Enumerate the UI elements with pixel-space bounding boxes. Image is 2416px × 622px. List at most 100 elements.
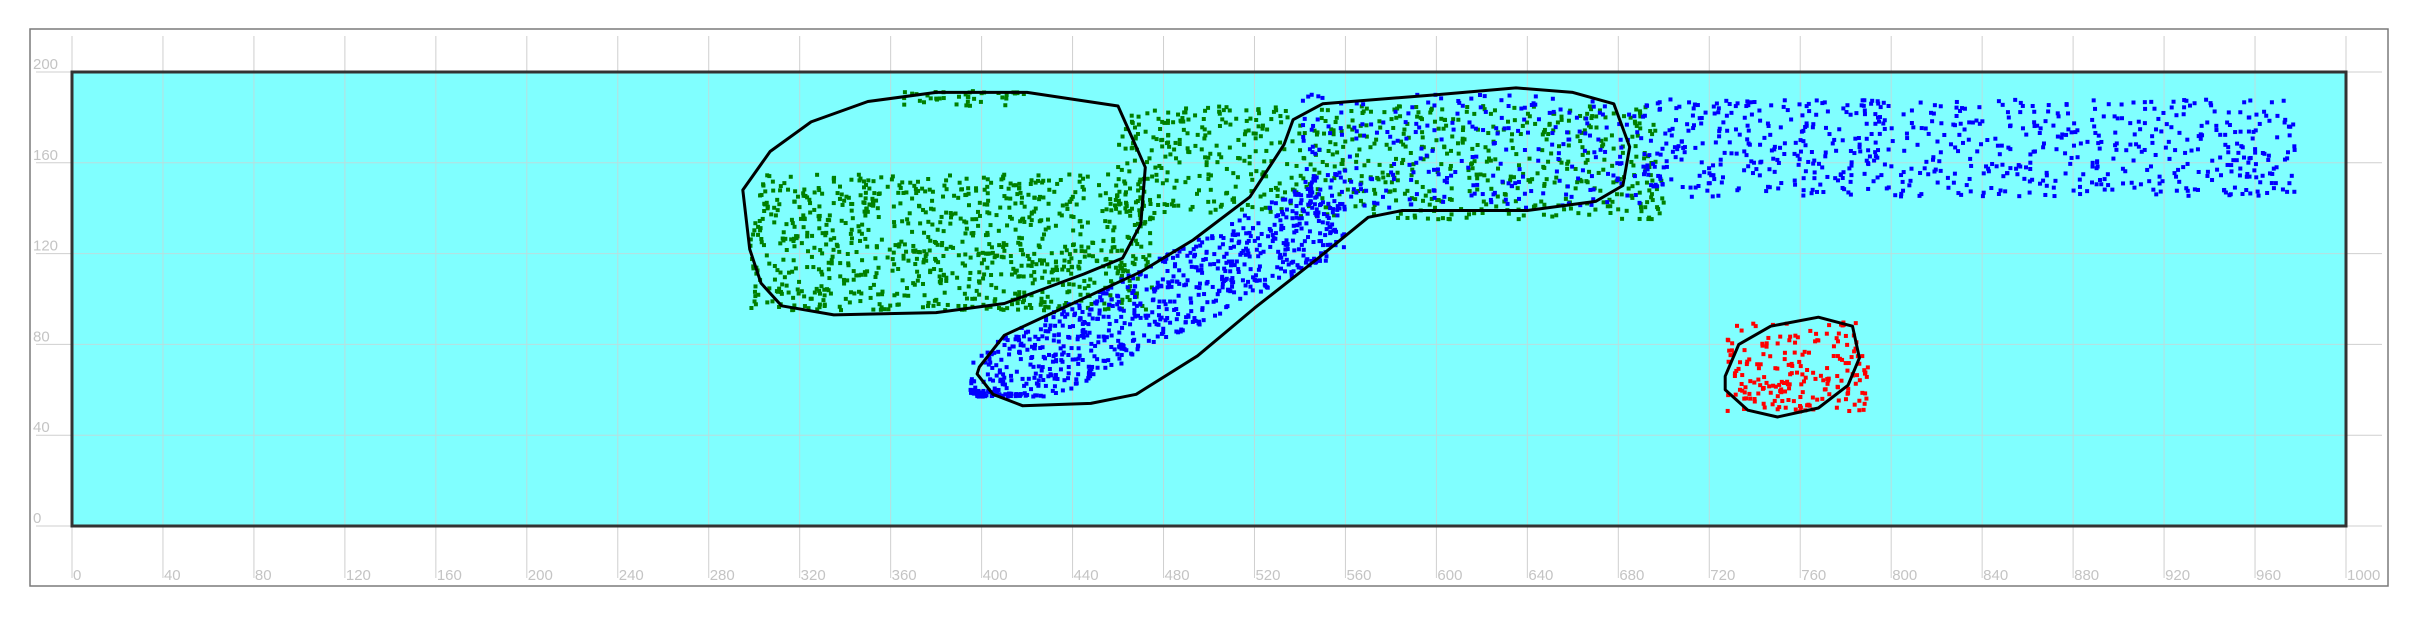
data-point bbox=[964, 192, 969, 197]
data-point bbox=[1951, 180, 1956, 185]
data-point bbox=[1217, 152, 1222, 157]
data-point bbox=[1800, 372, 1805, 377]
data-point bbox=[1291, 269, 1296, 274]
data-point bbox=[2121, 181, 2126, 186]
data-point bbox=[1199, 267, 1204, 272]
data-point bbox=[2173, 148, 2178, 153]
data-point bbox=[1186, 117, 1191, 122]
data-point bbox=[2000, 102, 2005, 107]
data-point bbox=[1299, 266, 1304, 271]
data-point bbox=[1823, 154, 1828, 159]
data-point bbox=[1591, 104, 1596, 109]
data-point bbox=[1170, 279, 1175, 284]
data-point bbox=[1726, 359, 1731, 364]
data-point bbox=[1176, 293, 1181, 298]
data-point bbox=[854, 273, 859, 278]
data-point bbox=[1278, 140, 1283, 145]
data-point bbox=[1308, 193, 1313, 198]
data-point bbox=[830, 228, 835, 233]
data-point bbox=[1153, 287, 1158, 292]
data-point bbox=[2035, 123, 2040, 128]
data-point bbox=[1315, 117, 1320, 122]
data-point bbox=[1073, 190, 1078, 195]
data-point bbox=[1809, 191, 1814, 196]
data-point bbox=[802, 294, 807, 299]
data-point bbox=[2096, 141, 2101, 146]
data-point bbox=[1569, 194, 1574, 199]
data-point bbox=[1901, 170, 1906, 175]
data-point bbox=[1661, 200, 1666, 205]
data-point bbox=[859, 231, 864, 236]
data-point bbox=[1221, 108, 1226, 113]
data-point bbox=[2064, 102, 2069, 107]
data-point bbox=[1150, 174, 1155, 179]
data-point bbox=[1096, 334, 1101, 339]
data-point bbox=[956, 303, 961, 308]
data-point bbox=[892, 220, 897, 225]
data-point bbox=[1559, 117, 1564, 122]
data-point bbox=[1857, 378, 1862, 383]
data-point bbox=[1337, 170, 1342, 175]
data-point bbox=[1188, 250, 1193, 255]
data-point bbox=[2003, 189, 2008, 194]
x-tick-label: 880 bbox=[2074, 567, 2099, 584]
data-point bbox=[2266, 157, 2271, 162]
data-point bbox=[1384, 188, 1389, 193]
data-point bbox=[1456, 151, 1461, 156]
data-point bbox=[1845, 368, 1850, 373]
data-point bbox=[1281, 197, 1286, 202]
data-point bbox=[1775, 407, 1780, 412]
data-point bbox=[1118, 266, 1123, 271]
data-point bbox=[1506, 181, 1511, 186]
data-point bbox=[1707, 171, 1712, 176]
data-point bbox=[1645, 200, 1650, 205]
data-point bbox=[1119, 314, 1124, 319]
data-point bbox=[1036, 173, 1041, 178]
data-point bbox=[1776, 186, 1781, 191]
data-point bbox=[1311, 174, 1316, 179]
data-point bbox=[1669, 177, 1674, 182]
data-point bbox=[2275, 135, 2280, 140]
data-point bbox=[1660, 196, 1665, 201]
data-point bbox=[1322, 131, 1327, 136]
data-point bbox=[1306, 235, 1311, 240]
data-point bbox=[988, 377, 993, 382]
data-point bbox=[1531, 204, 1536, 209]
data-point bbox=[2099, 182, 2104, 187]
data-point bbox=[753, 284, 758, 289]
data-point bbox=[1882, 118, 1887, 123]
data-point bbox=[1833, 176, 1838, 181]
data-point bbox=[1297, 131, 1302, 136]
data-point bbox=[2078, 192, 2083, 197]
data-point bbox=[1852, 402, 1857, 407]
data-point bbox=[1156, 284, 1161, 289]
data-point bbox=[1775, 341, 1780, 346]
data-point bbox=[2244, 174, 2249, 179]
data-point bbox=[1165, 202, 1170, 207]
data-point bbox=[1480, 192, 1485, 197]
data-point bbox=[1136, 343, 1141, 348]
data-point bbox=[2218, 173, 2223, 178]
data-point bbox=[1055, 277, 1060, 282]
data-point bbox=[1279, 207, 1284, 212]
data-point bbox=[1060, 388, 1065, 393]
data-point bbox=[1317, 147, 1322, 152]
data-point bbox=[802, 304, 807, 309]
data-point bbox=[1554, 213, 1559, 218]
data-point bbox=[2113, 130, 2118, 135]
data-point bbox=[1196, 268, 1201, 273]
data-point bbox=[1347, 154, 1352, 159]
data-point bbox=[2169, 125, 2174, 130]
data-point bbox=[1752, 399, 1757, 404]
data-point bbox=[1112, 347, 1117, 352]
data-point bbox=[2102, 177, 2107, 182]
data-point bbox=[1032, 209, 1037, 214]
data-point bbox=[1542, 165, 1547, 170]
data-point bbox=[1461, 125, 1466, 130]
data-point bbox=[778, 241, 783, 246]
data-point bbox=[1960, 106, 1965, 111]
data-point bbox=[1279, 266, 1284, 271]
data-point bbox=[1115, 271, 1120, 276]
data-point bbox=[1160, 259, 1165, 264]
